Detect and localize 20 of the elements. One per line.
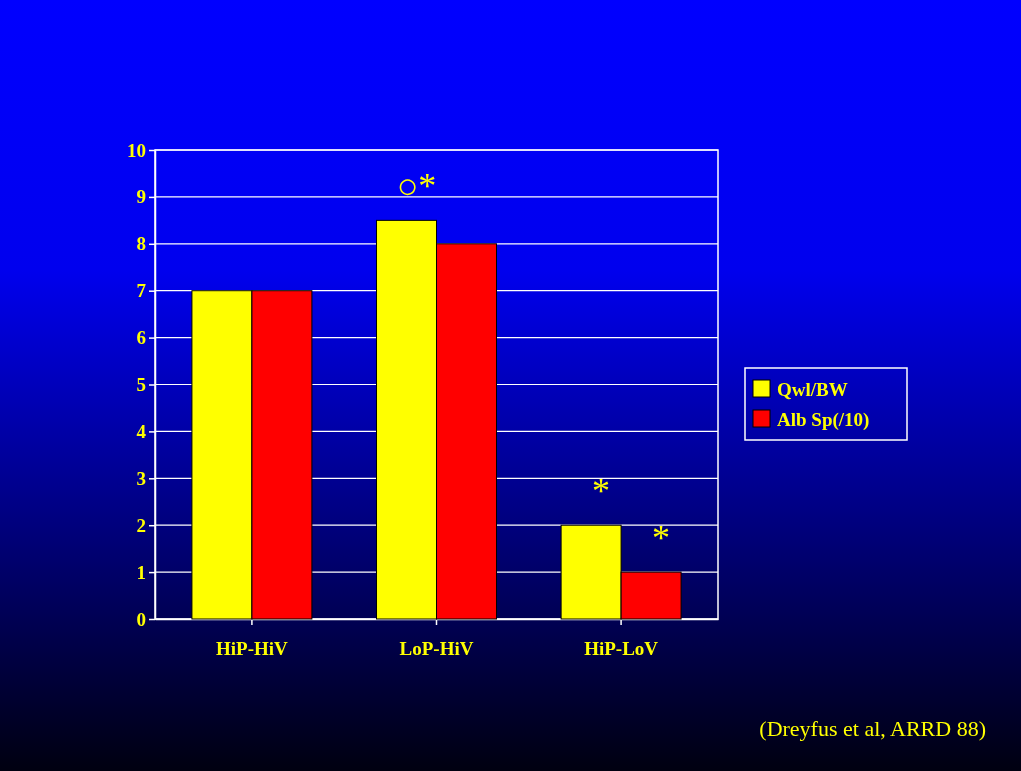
y-tick-label: 8: [136, 233, 146, 255]
y-tick-label: 2: [136, 514, 146, 536]
annotation: *: [652, 518, 671, 559]
y-tick-label: 4: [136, 420, 147, 442]
x-tick-label: HiP-HiV: [216, 637, 289, 659]
y-tick-label: 3: [136, 467, 146, 489]
y-tick-label: 10: [127, 139, 146, 161]
y-tick-label: 9: [136, 186, 146, 208]
legend-label: Alb Sp(/10): [777, 409, 870, 431]
y-tick-label: 1: [136, 561, 146, 583]
annotation: *: [592, 471, 611, 512]
legend-label: Qwl/BW: [777, 379, 848, 400]
y-tick-label: 0: [136, 608, 146, 630]
y-tick-label: 7: [136, 280, 147, 302]
y-tick-label: 5: [136, 374, 146, 396]
x-tick-label: LoP-HiV: [399, 637, 474, 659]
text: (Dreyfus et al, ARRD 88): [759, 716, 986, 741]
y-tick-label: 6: [136, 327, 146, 349]
x-tick-label: HiP-LoV: [584, 637, 659, 659]
annotation: ○*: [396, 166, 437, 207]
